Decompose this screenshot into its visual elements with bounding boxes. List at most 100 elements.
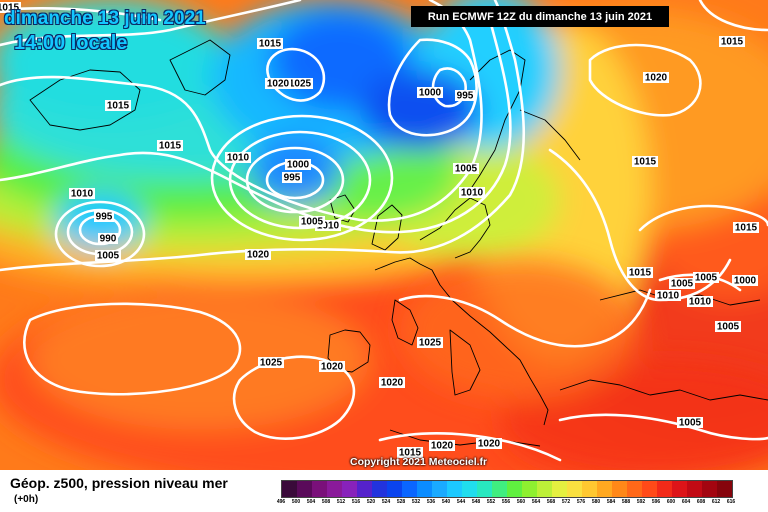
pressure-label: 1000 [419, 88, 442, 99]
color-scale-cell [417, 481, 432, 497]
pressure-label-bg [397, 447, 423, 458]
pressure-label: 1015 [399, 448, 422, 459]
pressure-label: 1015 [721, 37, 744, 48]
color-scale-tick-label: 600 [666, 499, 676, 505]
color-scale-tick-label: 608 [696, 499, 706, 505]
pressure-label-bg [105, 100, 131, 111]
pressure-label: 1020 [645, 73, 668, 84]
pressure-label: 995 [284, 173, 301, 184]
pressure-label-bg [632, 156, 658, 167]
pressure-label: 1005 [97, 251, 120, 262]
color-scale-cell [552, 481, 567, 497]
color-scale-cell [687, 481, 702, 497]
pressure-label: 1015 [159, 141, 182, 152]
pressure-label: 1010 [689, 297, 712, 308]
pressure-label: 1020 [321, 362, 344, 373]
pressure-label: 1020 [381, 378, 404, 389]
pressure-label-bg [417, 87, 443, 98]
run-info-text: Run ECMWF 12Z du dimanche 13 juin 2021 [427, 10, 653, 23]
color-scale-cell [672, 481, 687, 497]
pressure-label-bg [245, 249, 271, 260]
pressure-labels: 1015101510251020100099510151015101010109… [0, 2, 759, 459]
color-scale-cell [612, 481, 627, 497]
pressure-label-bg [95, 250, 121, 261]
pressure-label-bg [417, 337, 443, 348]
pressure-label-bg [429, 440, 455, 451]
pressure-label: 1025 [419, 338, 442, 349]
color-scale-cell [462, 481, 477, 497]
color-scale-cell [432, 481, 447, 497]
pressure-label-bg [285, 159, 311, 170]
color-scale-cell [537, 481, 552, 497]
color-scale-cell [642, 481, 657, 497]
pressure-label-bg [225, 152, 251, 163]
pressure-label: 1000 [734, 276, 757, 287]
pressure-label-bg [379, 377, 405, 388]
pressure-label-bg [257, 38, 283, 49]
pressure-label-bg [258, 357, 284, 368]
color-scale-tick-label: 516 [351, 499, 361, 505]
color-scale-cell [327, 481, 342, 497]
pressure-label: 1015 [107, 101, 130, 112]
forecast-date-title: dimanche 13 juin 2021 [4, 8, 206, 29]
pressure-label: 1010 [317, 221, 340, 232]
legend-footer: Géop. z500, pression niveau mer (+0h) 49… [0, 470, 768, 512]
color-scale-cell [387, 481, 402, 497]
pressure-label-bg [693, 272, 719, 283]
color-scale-cell [717, 481, 732, 497]
color-scale-bar [281, 480, 733, 498]
color-scale-cell [582, 481, 597, 497]
pressure-label: 1005 [717, 322, 740, 333]
pressure-label: 1000 [287, 160, 310, 171]
pressure-label: 1015 [634, 157, 657, 168]
pressure-label: 1005 [695, 273, 718, 284]
pressure-label-bg [299, 216, 325, 227]
color-scale-tick-label: 536 [426, 499, 436, 505]
color-scale-cell [507, 481, 522, 497]
pressure-label: 995 [457, 91, 474, 102]
pressure-label: 1020 [478, 439, 501, 450]
pressure-label: 1025 [289, 79, 312, 90]
color-scale-tick-label: 584 [606, 499, 616, 505]
pressure-label-bg [287, 78, 313, 89]
pressure-label: 1015 [735, 223, 758, 234]
legend-title: Géop. z500, pression niveau mer [10, 475, 228, 491]
color-scale-tick-label: 572 [561, 499, 571, 505]
copyright-notice: Copyright 2021 Meteociel.fr [350, 456, 488, 468]
color-scale-tick-label: 564 [531, 499, 541, 505]
pressure-label-bg [282, 172, 302, 183]
pressure-label: 1015 [259, 39, 282, 50]
pressure-label-bg [476, 438, 502, 449]
pressure-label: 1010 [71, 189, 94, 200]
color-scale-tick-label: 560 [516, 499, 526, 505]
pressure-label-bg [715, 321, 741, 332]
pressure-label: 1015 [0, 3, 20, 14]
color-scale-cell [282, 481, 297, 497]
run-info-box: Run ECMWF 12Z du dimanche 13 juin 2021 [411, 6, 669, 27]
color-scale-tick-label: 552 [486, 499, 496, 505]
color-scale-tick-label: 576 [576, 499, 586, 505]
pressure-label: 1005 [671, 279, 694, 290]
color-scale-tick-label: 520 [366, 499, 376, 505]
map-area: 1015101510251020100099510151015101010109… [0, 0, 768, 470]
color-scale-tick-label: 540 [441, 499, 451, 505]
color-scale-tick-label: 604 [681, 499, 691, 505]
weather-map: 1015101510251020100099510151015101010109… [0, 0, 768, 470]
color-scale-tick-label: 616 [726, 499, 736, 505]
color-scale-cell [297, 481, 312, 497]
pressure-label-bg [669, 278, 695, 289]
pressure-label-bg [69, 188, 95, 199]
pressure-label: 995 [96, 212, 113, 223]
color-scale-cell [402, 481, 417, 497]
color-scale-tick-label: 596 [651, 499, 661, 505]
color-scale-cell [372, 481, 387, 497]
pressure-label-bg [157, 140, 183, 151]
pressure-label: 1015 [629, 268, 652, 279]
pressure-label-bg [677, 417, 703, 428]
color-scale-cell [477, 481, 492, 497]
color-scale-tick-label: 512 [336, 499, 346, 505]
pressure-label: 1020 [267, 79, 290, 90]
pressure-label: 1010 [657, 291, 680, 302]
color-scale-tick-label: 504 [306, 499, 316, 505]
